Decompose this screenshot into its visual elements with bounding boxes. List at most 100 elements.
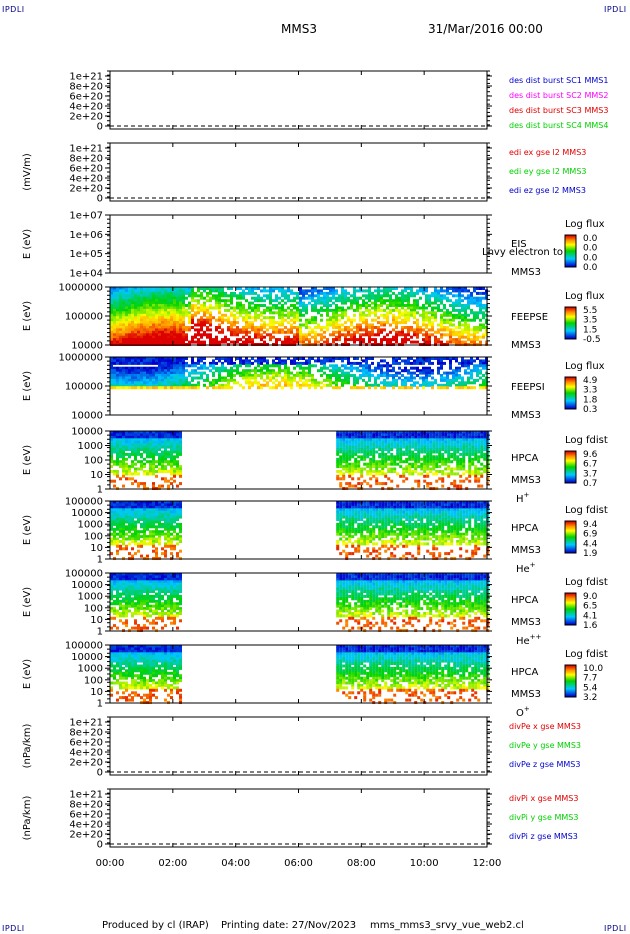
spectrogram-cell bbox=[209, 304, 212, 307]
spectrogram-cell bbox=[339, 460, 343, 464]
spectrogram-cell bbox=[122, 366, 125, 370]
spectrogram-cell bbox=[272, 316, 275, 320]
spectrogram-cell bbox=[471, 462, 475, 466]
spectrogram-cell bbox=[251, 287, 254, 290]
spectrogram-cell bbox=[432, 467, 436, 471]
spectrogram-cell bbox=[384, 445, 388, 449]
spectrogram-cell bbox=[336, 474, 340, 478]
spectrogram-cell bbox=[287, 321, 290, 325]
spectrogram-cell bbox=[357, 460, 361, 464]
spectrogram-cell bbox=[375, 438, 379, 442]
spectrogram-cell bbox=[365, 306, 368, 310]
spectrogram-cell bbox=[374, 289, 377, 293]
spectrogram-cell bbox=[161, 460, 164, 464]
spectrogram-cell bbox=[473, 381, 476, 385]
spectrogram-cell bbox=[263, 335, 266, 339]
spectrogram-cell bbox=[423, 462, 427, 466]
spectrogram-cell bbox=[155, 448, 158, 451]
spectrogram-cell bbox=[446, 318, 449, 322]
spectrogram-cell bbox=[149, 431, 152, 434]
spectrogram-cell bbox=[342, 438, 346, 442]
ytick-label-edi: 8e+20 bbox=[69, 154, 103, 165]
spectrogram-cell bbox=[314, 289, 317, 293]
spectrogram-cell bbox=[293, 291, 296, 295]
spectrogram-cell bbox=[393, 443, 397, 447]
spectrogram-cell bbox=[414, 433, 418, 437]
spectrogram-cell bbox=[260, 335, 263, 339]
spectrogram-cell bbox=[158, 304, 161, 307]
spectrogram-cell bbox=[167, 378, 170, 382]
spectrogram-cell bbox=[482, 296, 485, 300]
spectrogram-cell bbox=[155, 299, 158, 303]
spectrogram-cell bbox=[152, 448, 155, 451]
ytick-label-hpca-h-: 10 bbox=[90, 470, 103, 481]
spectrogram-cell bbox=[134, 369, 137, 373]
spectrogram-cell bbox=[308, 294, 311, 298]
spectrogram-cell bbox=[398, 311, 401, 315]
spectrogram-cell bbox=[299, 326, 302, 329]
spectrogram-cell bbox=[272, 374, 275, 377]
spectrogram-cell bbox=[116, 438, 119, 442]
spectrogram-cell bbox=[143, 381, 146, 385]
spectrogram-cell bbox=[239, 383, 242, 387]
spectrogram-cell bbox=[125, 333, 128, 337]
spectrogram-cell bbox=[459, 440, 463, 444]
spectrogram-cell bbox=[197, 318, 200, 322]
spectrogram-cell bbox=[362, 359, 365, 363]
spectrogram-cell bbox=[146, 335, 149, 339]
spectrogram-cell bbox=[479, 326, 482, 329]
spectrogram-cell bbox=[242, 369, 245, 373]
colorbar-cell bbox=[565, 324, 576, 326]
spectrogram-cell bbox=[230, 323, 233, 327]
spectrogram-cell bbox=[122, 460, 125, 464]
spectrogram-cell bbox=[119, 371, 122, 375]
spectrogram-cell bbox=[269, 333, 272, 337]
spectrogram-cell bbox=[284, 371, 287, 375]
spectrogram-cell bbox=[326, 294, 329, 298]
spectrogram-cell bbox=[360, 440, 364, 444]
spectrogram-cell bbox=[299, 374, 302, 377]
spectrogram-cell bbox=[401, 383, 404, 387]
spectrogram-cell bbox=[110, 374, 113, 377]
spectrogram-cell bbox=[248, 338, 251, 342]
spectrogram-cell bbox=[375, 431, 379, 434]
spectrogram-cell bbox=[176, 335, 179, 339]
spectrogram-cell bbox=[284, 291, 287, 295]
spectrogram-cell bbox=[461, 381, 464, 385]
spectrogram-cell bbox=[110, 386, 113, 390]
spectrogram-cell bbox=[426, 455, 430, 459]
spectrogram-cell bbox=[119, 340, 122, 344]
spectrogram-cell bbox=[170, 467, 173, 471]
spectrogram-cell bbox=[137, 338, 140, 342]
spectrogram-cell bbox=[122, 448, 125, 451]
spectrogram-cell bbox=[434, 381, 437, 385]
spectrogram-cell bbox=[468, 445, 472, 449]
spectrogram-cell bbox=[176, 294, 179, 298]
spectrogram-cell bbox=[170, 383, 173, 387]
spectrogram-cell bbox=[401, 304, 404, 307]
spectrogram-cell bbox=[381, 455, 385, 459]
spectrogram-cell bbox=[155, 318, 158, 322]
spectrogram-cell bbox=[393, 457, 397, 461]
spectrogram-cell bbox=[360, 455, 364, 459]
spectrogram-cell bbox=[449, 304, 452, 307]
spectrogram-cell bbox=[152, 386, 155, 390]
spectrogram-cell bbox=[425, 366, 428, 370]
spectrogram-cell bbox=[110, 450, 113, 454]
spectrogram-cell bbox=[287, 369, 290, 373]
spectrogram-cell bbox=[119, 366, 122, 370]
spectrogram-cell bbox=[170, 472, 173, 476]
spectrogram-cell bbox=[224, 376, 227, 380]
spectrogram-cell bbox=[353, 366, 356, 370]
spectrogram-cell bbox=[369, 477, 373, 481]
spectrogram-cell bbox=[305, 359, 308, 363]
spectrogram-cell bbox=[401, 369, 404, 373]
spectrogram-cell bbox=[140, 438, 143, 442]
spectrogram-cell bbox=[332, 301, 335, 305]
colorbar-title-feepsi: Log flux bbox=[565, 361, 605, 372]
spectrogram-cell bbox=[242, 289, 245, 293]
spectrogram-cell bbox=[182, 376, 185, 380]
spectrogram-cell bbox=[167, 364, 170, 368]
ytick-label-des-dist-burst: 6e+20 bbox=[69, 92, 103, 103]
spectrogram-cell bbox=[347, 299, 350, 303]
